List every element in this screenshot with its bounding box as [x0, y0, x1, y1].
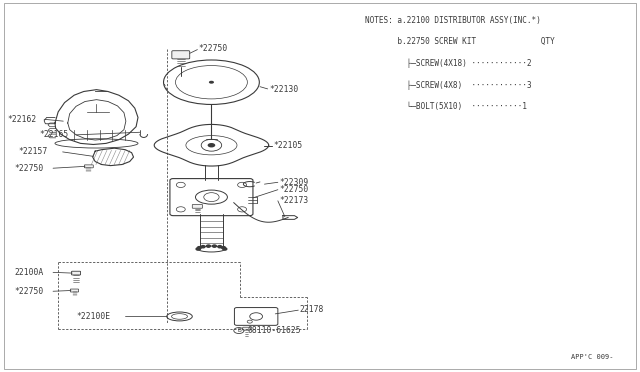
- Text: *22750: *22750: [279, 185, 308, 194]
- Circle shape: [196, 248, 200, 250]
- Text: *22162: *22162: [7, 115, 36, 124]
- Text: ├─SCREW(4X8)  ············3: ├─SCREW(4X8) ············3: [365, 80, 531, 90]
- Text: APP'C 009-: APP'C 009-: [572, 354, 614, 360]
- Circle shape: [212, 245, 216, 247]
- Text: *22309: *22309: [279, 178, 308, 187]
- Text: ├─SCREW(4X18) ············2: ├─SCREW(4X18) ············2: [365, 58, 531, 68]
- FancyBboxPatch shape: [70, 289, 79, 292]
- Text: *22750: *22750: [15, 164, 44, 173]
- Text: └─BOLT(5X10)  ···········1: └─BOLT(5X10) ···········1: [365, 102, 527, 110]
- FancyBboxPatch shape: [243, 327, 250, 330]
- Circle shape: [209, 81, 214, 84]
- Circle shape: [221, 247, 225, 249]
- FancyBboxPatch shape: [172, 51, 189, 59]
- Circle shape: [197, 247, 201, 249]
- FancyBboxPatch shape: [192, 205, 202, 208]
- Text: 08110-61625: 08110-61625: [248, 326, 301, 335]
- Text: 22100A: 22100A: [15, 268, 44, 277]
- Circle shape: [207, 245, 211, 247]
- Text: *22130: *22130: [269, 85, 298, 94]
- Text: 22178: 22178: [300, 305, 324, 314]
- Text: b.22750 SCREW KIT              QTY: b.22750 SCREW KIT QTY: [365, 37, 554, 46]
- Circle shape: [223, 248, 227, 250]
- Text: *22105: *22105: [273, 141, 303, 151]
- FancyBboxPatch shape: [72, 271, 81, 275]
- Circle shape: [218, 246, 221, 248]
- Text: NOTES: a.22100 DISTRIBUTOR ASSY(INC.*): NOTES: a.22100 DISTRIBUTOR ASSY(INC.*): [365, 16, 540, 25]
- FancyBboxPatch shape: [84, 165, 93, 168]
- Text: B: B: [237, 328, 241, 333]
- Circle shape: [201, 246, 205, 248]
- Circle shape: [207, 143, 215, 147]
- Text: *22157: *22157: [19, 147, 48, 156]
- Text: *22750: *22750: [198, 44, 228, 52]
- Text: *22173: *22173: [279, 196, 308, 205]
- Text: *22165: *22165: [39, 130, 68, 140]
- Text: *22750: *22750: [15, 287, 44, 296]
- Text: *22100E: *22100E: [76, 312, 110, 321]
